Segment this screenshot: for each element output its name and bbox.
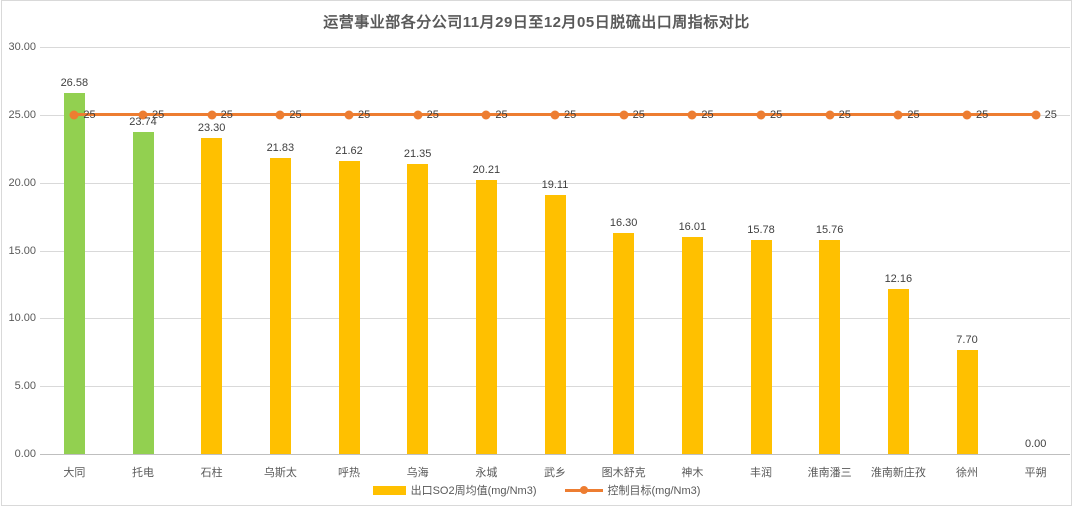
- target-line-marker: [756, 110, 766, 120]
- chart-title: 运营事业部各分公司11月29日至12月05日脱硫出口周指标对比: [323, 14, 750, 31]
- legend-label: 控制目标(mg/Nm3): [607, 485, 701, 497]
- bar-淮南新庄孜: [887, 289, 909, 454]
- bar-value-label: 21.35: [403, 148, 432, 161]
- target-value-label: 25: [564, 108, 577, 121]
- bar-value-label: 20.21: [472, 163, 501, 176]
- bar-淮南潘三: [819, 240, 841, 454]
- legend: 出口SO2周均值(mg/Nm3) 控制目标(mg/Nm3): [2, 482, 1071, 498]
- bar-石柱: [201, 137, 223, 454]
- x-axis-category-label: 神木: [681, 467, 704, 479]
- target-value-label: 25: [83, 108, 96, 121]
- target-value-label: 25: [495, 108, 508, 121]
- x-axis-category-label: 平朔: [1024, 467, 1047, 479]
- target-value-label: 25: [632, 108, 645, 121]
- bar-托电: [132, 131, 154, 454]
- plot-area: 0.00 5.00 10.00 15.00 20.00 25.00 30.00 26.58 大同…: [2, 1, 1071, 505]
- target-line-marker: [413, 110, 423, 120]
- bar-value-label: 15.76: [815, 224, 844, 237]
- target-line-marker: [1031, 110, 1041, 120]
- target-value-label: 25: [1044, 108, 1057, 121]
- target-line-marker: [138, 110, 148, 120]
- target-value-label: 25: [358, 108, 371, 121]
- target-line-marker: [962, 110, 972, 120]
- legend-line-swatch: [564, 486, 603, 495]
- bar-永城: [475, 179, 497, 454]
- x-axis-line: [40, 454, 1070, 455]
- x-axis-category-label: 图木舒克: [601, 467, 646, 479]
- bar-value-label: 12.16: [884, 273, 913, 286]
- target-line-marker: [619, 110, 629, 120]
- x-axis-category-label: 徐州: [956, 467, 978, 479]
- bar-value-label: 21.83: [266, 141, 295, 154]
- bar-value-label: 7.70: [956, 333, 978, 346]
- legend-line-marker: [579, 486, 588, 494]
- y-axis-tick-label: 0.00: [14, 448, 36, 460]
- bar-乌海: [407, 164, 429, 454]
- bar-value-label: 15.78: [747, 223, 775, 236]
- target-line-marker: [687, 110, 697, 120]
- bar-大同: [63, 93, 85, 454]
- bar-value-label: 23.30: [197, 121, 226, 134]
- bar-武乡: [544, 194, 566, 454]
- target-line-marker: [69, 110, 79, 120]
- y-axis-tick-label: 10.00: [8, 312, 36, 325]
- bar-value-label: 26.58: [60, 77, 89, 90]
- x-axis-category-label: 呼热: [338, 467, 360, 479]
- x-axis-category-label: 乌海: [406, 467, 429, 479]
- target-value-label: 25: [289, 108, 302, 121]
- bar-徐州: [956, 349, 978, 454]
- x-axis-category-label: 托电: [132, 467, 154, 479]
- target-value-label: 25: [770, 108, 783, 121]
- target-value-label: 25: [220, 108, 233, 121]
- legend-label: 出口SO2周均值(mg/Nm3): [410, 485, 537, 497]
- target-line-marker: [550, 110, 560, 120]
- legend-item-line-series: 控制目标(mg/Nm3): [564, 482, 701, 498]
- x-axis-category-label: 永城: [475, 467, 498, 479]
- target-line-marker: [825, 110, 835, 120]
- legend-bar-swatch: [372, 485, 406, 495]
- bar-value-label: 19.11: [541, 178, 569, 191]
- y-axis-tick-label: 15.00: [8, 244, 36, 257]
- gridline: [40, 47, 1070, 48]
- legend-item-bar-series: 出口SO2周均值(mg/Nm3): [372, 482, 537, 498]
- y-axis-tick-label: 5.00: [14, 380, 36, 393]
- bar-丰润: [750, 239, 772, 454]
- bar-神木: [681, 236, 703, 454]
- x-axis-category-label: 淮南新庄孜: [870, 467, 926, 479]
- y-axis-tick-label: 25.00: [8, 108, 36, 121]
- x-axis-category-label: 丰润: [750, 467, 772, 479]
- x-axis-category-label: 石柱: [200, 467, 223, 479]
- target-value-label: 25: [152, 108, 165, 121]
- x-axis-category-label: 淮南潘三: [807, 467, 852, 479]
- target-value-label: 25: [426, 108, 439, 121]
- bar-value-label: 21.62: [335, 144, 363, 157]
- target-line-marker: [481, 110, 491, 120]
- target-value-label: 25: [838, 108, 851, 121]
- x-axis-category-label: 大同: [63, 467, 86, 479]
- bar-呼热: [338, 160, 360, 454]
- y-axis-tick-label: 20.00: [8, 176, 36, 189]
- target-line-marker: [207, 110, 217, 120]
- target-value-label: 25: [976, 108, 989, 121]
- bar-value-label: 0.00: [1024, 438, 1047, 450]
- y-axis-tick-label: 30.00: [8, 41, 36, 53]
- target-line-marker: [275, 110, 285, 120]
- bar-value-label: 16.01: [678, 220, 707, 233]
- bar-乌斯太: [269, 157, 291, 454]
- target-value-label: 25: [907, 108, 920, 121]
- bar-图木舒克: [613, 232, 635, 454]
- x-axis-category-label: 乌斯太: [263, 467, 297, 479]
- gridline: [40, 182, 1070, 184]
- target-value-label: 25: [701, 108, 714, 121]
- bar-value-label: 16.30: [609, 216, 638, 229]
- target-line-marker: [344, 110, 354, 120]
- target-line-marker: [893, 110, 903, 120]
- x-axis-category-label: 武乡: [544, 467, 566, 479]
- bar-value-label: 23.74: [129, 115, 157, 128]
